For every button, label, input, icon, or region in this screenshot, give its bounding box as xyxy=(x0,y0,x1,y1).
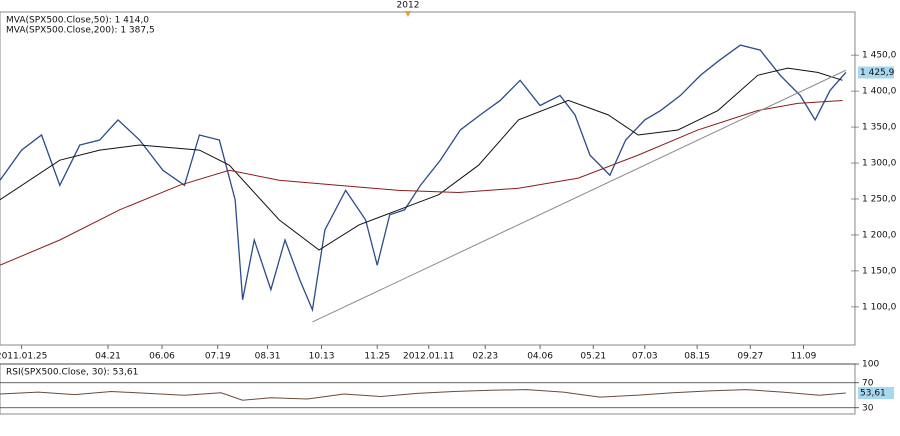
y-tick-label: 1 450,0 xyxy=(862,51,897,61)
x-tick-label: 06.06 xyxy=(149,352,175,362)
rsi-title: RSI(SPX500.Close, 30): 53,61 xyxy=(6,368,138,378)
x-tick-label: 02.23 xyxy=(472,352,498,362)
x-tick-label: 2012.01.11 xyxy=(403,352,455,362)
last-value-box xyxy=(858,66,894,79)
y-tick-label: 1 400,0 xyxy=(862,87,897,97)
y-tick-label: 70 xyxy=(862,378,874,388)
last-value-label: 53,61 xyxy=(860,388,886,398)
y-tick-label: 1 150,0 xyxy=(862,266,897,276)
period-marker xyxy=(404,11,411,17)
series-line xyxy=(0,99,843,266)
y-tick-label: 1 200,0 xyxy=(862,230,897,240)
x-tick-label: 09.27 xyxy=(737,352,763,362)
x-tick-label: 07.03 xyxy=(632,352,658,362)
series-line xyxy=(0,67,843,251)
x-tick-label: 08.31 xyxy=(255,352,281,362)
y-tick-label: 100 xyxy=(862,360,879,370)
x-tick-label: 04.06 xyxy=(527,352,553,362)
legend-entry: MVA(SPX500.Close,200): 1 387,5 xyxy=(6,26,155,36)
last-value-label: 1 425,9 xyxy=(860,68,895,78)
period-label: 2012 xyxy=(397,1,420,11)
rsi-panel xyxy=(0,363,856,415)
y-tick-label: 1 100,0 xyxy=(862,302,897,312)
x-tick-label: 08.15 xyxy=(684,352,710,362)
x-tick-label: 11.09 xyxy=(791,352,817,362)
y-tick-label: 30 xyxy=(862,403,874,413)
y-tick-label: 1 300,0 xyxy=(862,159,897,169)
x-tick-label: 05.21 xyxy=(580,352,606,362)
price-panel xyxy=(0,11,856,346)
x-tick-label: 10.13 xyxy=(309,352,335,362)
series-line xyxy=(0,389,846,401)
last-value-box xyxy=(858,386,894,399)
y-tick-label: 1 250,0 xyxy=(862,194,897,204)
x-tick-label: 2011.01.25 xyxy=(0,352,47,362)
x-tick-label: 07.19 xyxy=(205,352,231,362)
y-tick-label: 1 350,0 xyxy=(862,123,897,133)
legend-entry: MVA(SPX500.Close,50): 1 414,0 xyxy=(6,16,149,26)
series-line xyxy=(312,69,847,323)
x-tick-label: 04.21 xyxy=(95,352,121,362)
series-line xyxy=(0,44,847,313)
x-tick-label: 11.25 xyxy=(364,352,390,362)
